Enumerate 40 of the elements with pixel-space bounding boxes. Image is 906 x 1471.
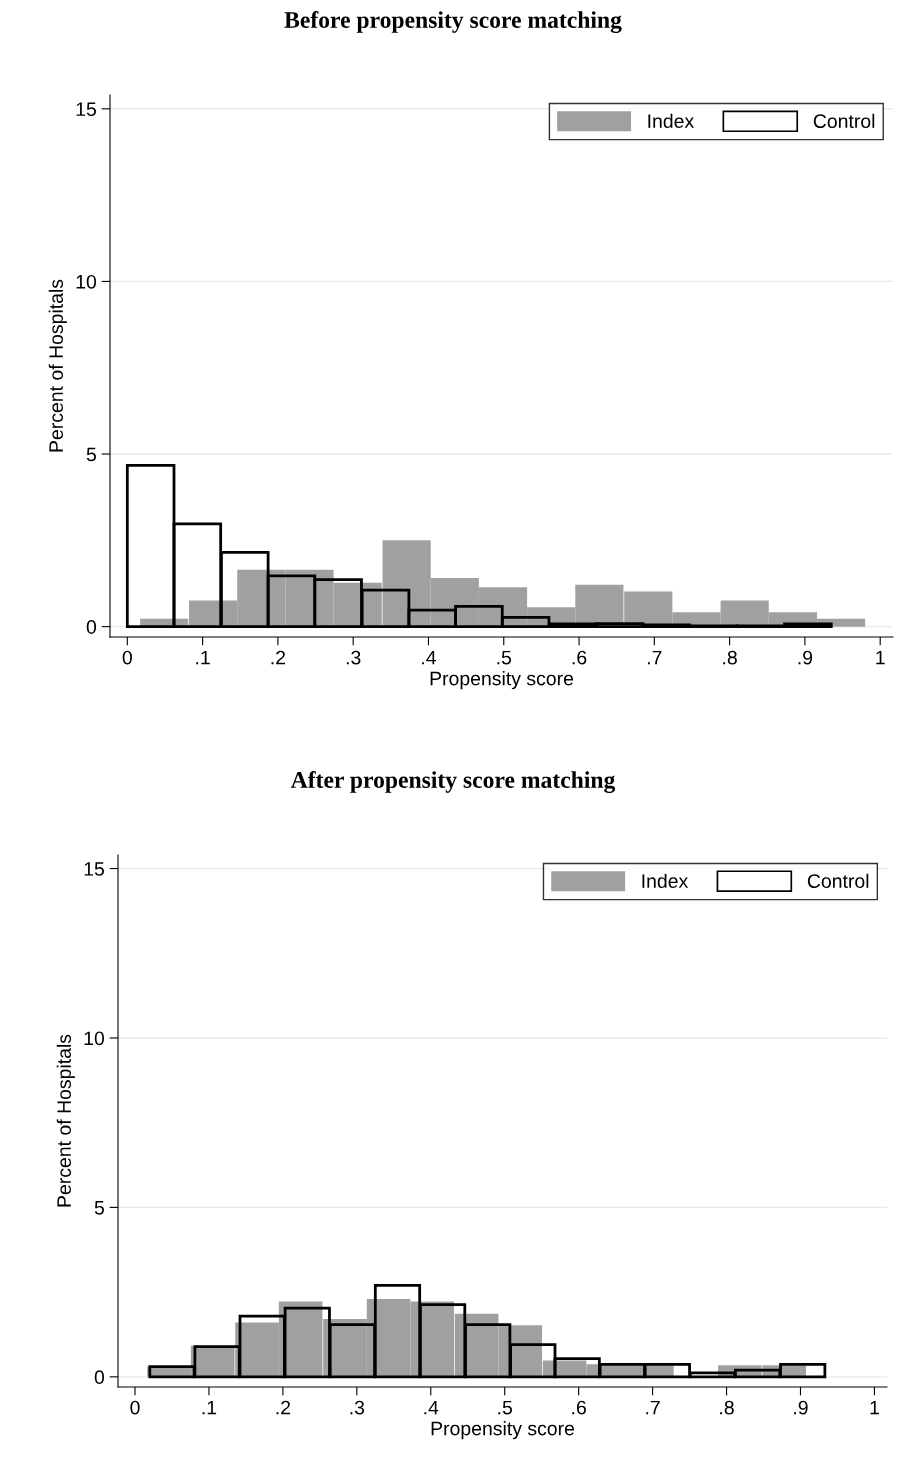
legend-label: Control bbox=[813, 113, 875, 129]
x-tick-label: .8 bbox=[723, 650, 737, 665]
y-axis-title: Percent of Hospitals bbox=[56, 1034, 75, 1207]
x-axis-title: Propensity score bbox=[430, 671, 574, 690]
x-tick-label: .7 bbox=[646, 1400, 660, 1415]
x-tick-label: 0 bbox=[130, 1400, 140, 1415]
y-tick-label: 0 bbox=[94, 1370, 105, 1385]
x-tick-label: .3 bbox=[346, 650, 361, 665]
x-tick-label: .5 bbox=[498, 1400, 513, 1415]
x-tick-label: .1 bbox=[202, 1400, 217, 1415]
x-tick-label: 0 bbox=[122, 650, 132, 665]
x-tick-label: .9 bbox=[794, 1400, 808, 1415]
y-tick-label: 10 bbox=[76, 274, 97, 289]
chart-title: After propensity score matching bbox=[290, 771, 616, 793]
y-tick-label: 5 bbox=[86, 447, 96, 462]
y-tick-label: 5 bbox=[94, 1201, 104, 1215]
x-tick-label: .2 bbox=[271, 650, 286, 665]
x-tick-label: .7 bbox=[648, 650, 662, 665]
x-tick-label: .4 bbox=[424, 1400, 439, 1415]
y-tick-label: 0 bbox=[86, 620, 97, 634]
x-tick-label: .9 bbox=[798, 650, 813, 665]
x-tick-label: .8 bbox=[720, 1400, 734, 1415]
x-tick-label: .6 bbox=[572, 1400, 586, 1415]
y-axis-title: Percent of Hospitals bbox=[48, 279, 67, 452]
x-axis-title: Propensity score bbox=[431, 1421, 575, 1440]
x-tick-label: 1 bbox=[870, 1400, 879, 1415]
x-tick-label: .3 bbox=[350, 1400, 365, 1415]
y-tick-label: 10 bbox=[84, 1031, 105, 1046]
x-tick-label: .2 bbox=[276, 1400, 291, 1415]
x-tick-label: .1 bbox=[196, 650, 210, 665]
legend-label: Index bbox=[648, 113, 694, 129]
x-tick-label: .5 bbox=[497, 650, 512, 665]
x-tick-label: 1 bbox=[876, 650, 885, 665]
x-tick-label: .6 bbox=[572, 650, 587, 665]
legend-label: Index bbox=[642, 873, 689, 888]
y-tick-label: 15 bbox=[84, 862, 104, 876]
legend-label: Control bbox=[807, 873, 869, 888]
x-tick-label: .4 bbox=[422, 650, 437, 665]
y-tick-label: 15 bbox=[76, 102, 96, 117]
chart-title: Before propensity score matching bbox=[284, 11, 622, 33]
